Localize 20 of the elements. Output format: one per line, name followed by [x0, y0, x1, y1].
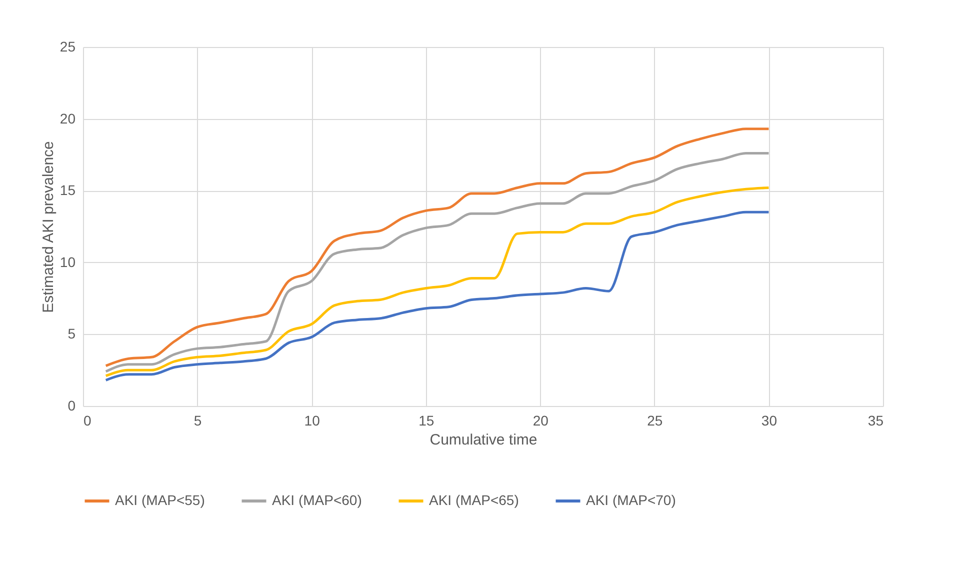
- legend-label: AKI (MAP<55): [115, 492, 205, 508]
- x-tick-label: 5: [194, 412, 202, 428]
- y-tick-label: 20: [60, 110, 76, 126]
- legend-label: AKI (MAP<65): [429, 492, 519, 508]
- x-tick-label: 25: [647, 412, 663, 428]
- x-tick-label: 10: [304, 412, 320, 428]
- y-tick-label: 10: [60, 254, 76, 270]
- x-tick-label: 15: [418, 412, 434, 428]
- x-tick-label: 35: [868, 412, 884, 428]
- y-tick-label: 25: [60, 38, 76, 54]
- y-tick-label: 15: [60, 182, 76, 198]
- x-axis-title: Cumulative time: [430, 432, 538, 448]
- legend-label: AKI (MAP<60): [272, 492, 362, 508]
- x-tick-label: 20: [532, 412, 549, 428]
- legend-label: AKI (MAP<70): [586, 492, 676, 508]
- x-tick-label: 30: [761, 412, 778, 428]
- y-tick-label: 5: [68, 326, 76, 342]
- y-tick-label: 0: [68, 398, 76, 414]
- x-tick-label: 0: [84, 412, 92, 428]
- y-axis-title: Estimated AKI prevalence: [40, 141, 57, 313]
